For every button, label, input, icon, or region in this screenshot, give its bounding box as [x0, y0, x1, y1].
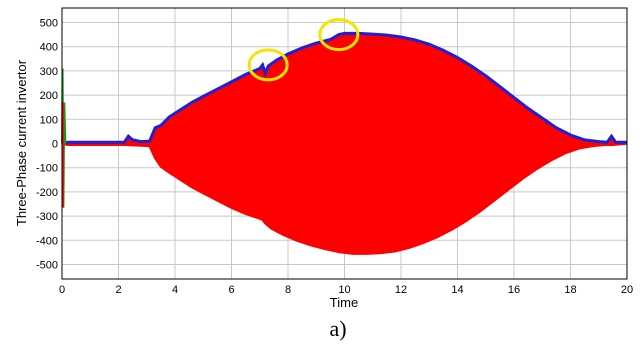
y-tick-label: 200	[40, 90, 58, 102]
figure-caption: a)	[329, 316, 346, 341]
series-upper-envelope	[61, 31, 627, 145]
x-tick-label: 0	[59, 284, 65, 296]
x-tick-label: 10	[338, 284, 350, 296]
x-tick-label: 20	[621, 284, 633, 296]
y-tick-label: -300	[36, 211, 58, 223]
y-tick-labels: 500 400 300 200 100 0 -100 -200 -300 -400 -500	[36, 18, 58, 272]
annotations	[247, 18, 360, 82]
x-tick-label: 16	[508, 284, 520, 296]
x-tick-label: 6	[228, 284, 234, 296]
y-tick-label: -500	[36, 259, 58, 271]
y-tick-label: 300	[40, 66, 58, 78]
y-axis-label: Three-Phase current invertor	[14, 59, 29, 226]
x-tick-label: 2	[115, 284, 121, 296]
y-tick-label: 500	[40, 18, 58, 30]
y-tick-label: -100	[36, 163, 58, 175]
x-tick-label: 14	[451, 284, 463, 296]
current-band-fill	[62, 33, 627, 254]
y-tick-label: 400	[40, 42, 58, 54]
y-tick-label: 100	[40, 114, 58, 126]
plot-area	[61, 31, 628, 255]
x-tick-label: 12	[395, 284, 407, 296]
x-axis-label: Time	[330, 295, 358, 310]
x-tick-label: 8	[285, 284, 291, 296]
y-tick-label: 0	[52, 139, 58, 151]
x-tick-labels: 0 2 4 6 8 10 12 14 16 18 20	[59, 284, 633, 296]
y-tick-label: -200	[36, 187, 58, 199]
plot-frame	[61, 7, 628, 280]
y-tick-label: -400	[36, 235, 58, 247]
x-tick-label: 18	[564, 284, 576, 296]
x-tick-label: 4	[172, 284, 178, 296]
series-lower-envelope	[61, 142, 628, 255]
highlight-circle	[318, 18, 360, 52]
highlight-circle	[247, 48, 289, 82]
